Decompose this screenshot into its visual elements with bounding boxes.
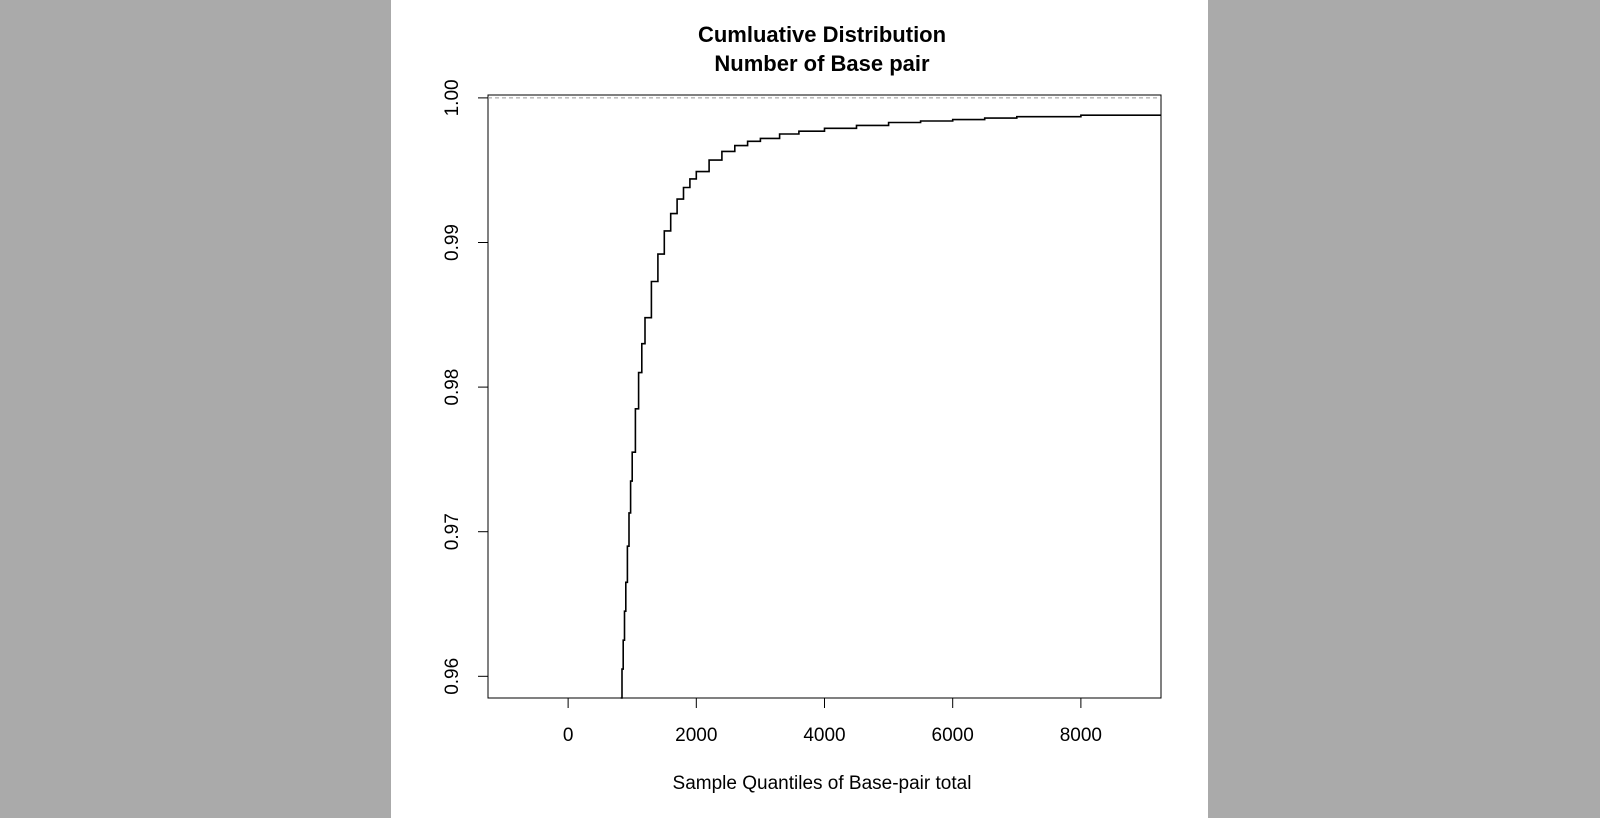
x-axis-label: Sample Quantiles of Base-pair total <box>673 773 972 794</box>
x-tick-label-2: 4000 <box>803 725 845 746</box>
y-tick-label-2: 0.98 <box>442 369 463 406</box>
y-tick-label-1: 0.97 <box>442 513 463 550</box>
plot-frame <box>487 94 1162 699</box>
plot-area: 0 2000 4000 6000 8000 0.96 0.97 0.98 0.99 1.00 <box>442 79 1162 746</box>
chart-subtitle: Number of Base pair <box>714 51 930 76</box>
cdf-chart: Cumluative Distribution Number of Base p… <box>442 22 1162 794</box>
x-tick-label-3: 6000 <box>932 725 974 746</box>
cdf-series-line-0 <box>620 114 1161 699</box>
chart-title: Cumluative Distribution <box>698 22 946 47</box>
y-tick-label-0: 0.96 <box>442 658 463 695</box>
y-tick-label-4: 1.00 <box>442 79 463 116</box>
x-tick-label-4: 8000 <box>1060 725 1102 746</box>
x-tick-label-1: 2000 <box>675 725 717 746</box>
chart-page: Cumluative Distribution Number of Base p… <box>391 0 1208 818</box>
x-tick-label-0: 0 <box>563 725 574 746</box>
y-tick-label-3: 0.99 <box>442 224 463 261</box>
